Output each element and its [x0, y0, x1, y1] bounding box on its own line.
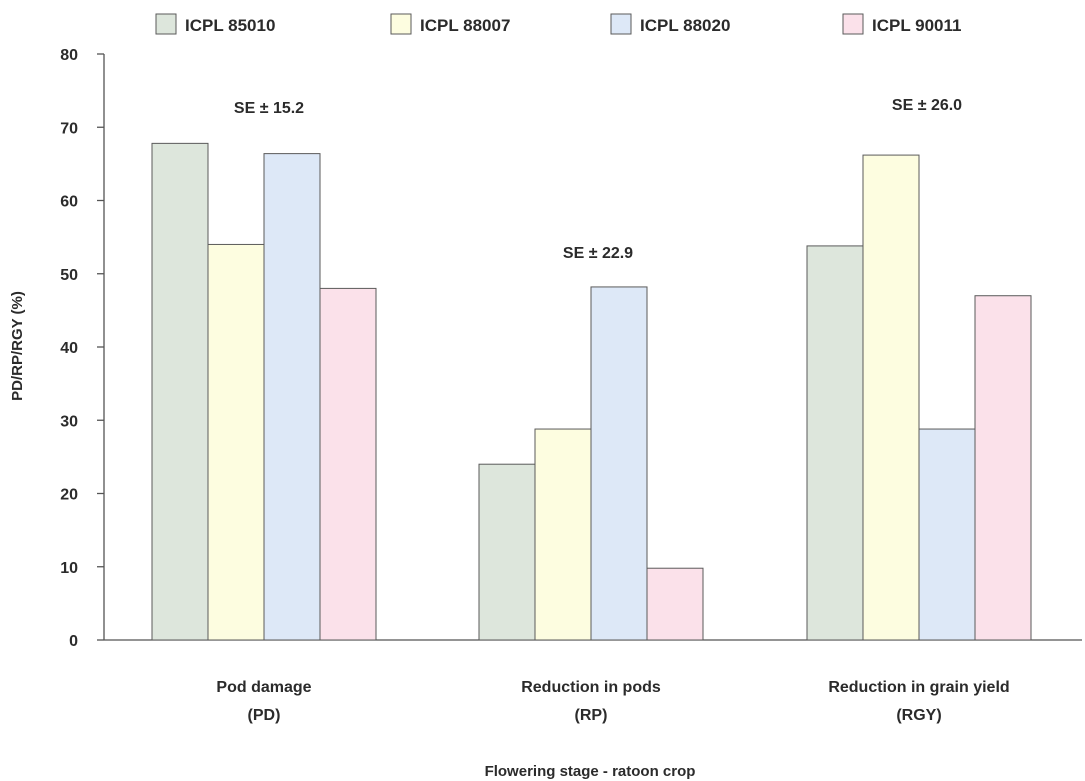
- bar-0-0: [151, 142, 209, 641]
- y-axis-title: PD/RP/RGY (%): [9, 291, 26, 401]
- bar-2-1: [862, 154, 920, 641]
- y-tick-label: 60: [60, 194, 78, 211]
- legend-label: ICPL 88020: [640, 16, 730, 35]
- bar-0-1: [207, 243, 265, 641]
- legend-swatch: [390, 13, 412, 35]
- legend-swatch: [842, 13, 864, 35]
- x-category-label: Pod damage: [216, 679, 311, 696]
- bar-2-2: [918, 428, 976, 641]
- bar-1-3: [646, 567, 704, 641]
- legend-label: ICPL 90011: [872, 16, 961, 35]
- x-axis: Pod damage (PD) Reduction in pods (RP) Reduc…: [104, 639, 1082, 724]
- legend-label: ICPL 88007: [420, 16, 510, 35]
- y-tick-label: 30: [60, 413, 78, 430]
- legend-swatch: [155, 13, 177, 35]
- bar-0-2: [263, 153, 321, 641]
- y-tick-label: 40: [60, 340, 78, 357]
- se-annotation: SE ± 15.2: [234, 100, 304, 117]
- x-axis-title: Flowering stage - ratoon crop: [485, 763, 696, 780]
- x-category-sublabel: (PD): [248, 707, 281, 724]
- bar-0-3: [319, 287, 377, 641]
- legend: ICPL 85010 ICPL 88007 ICPL 88020 ICPL 90011: [155, 13, 961, 35]
- y-tick-label: 20: [60, 487, 78, 504]
- legend-swatch: [610, 13, 632, 35]
- x-category-label: Reduction in grain yield: [828, 679, 1009, 696]
- y-tick-label: 50: [60, 267, 78, 284]
- y-tick-label: 0: [69, 633, 78, 650]
- bar-1-1: [534, 428, 592, 641]
- bar-2-0: [806, 245, 864, 641]
- se-annotation: SE ± 22.9: [563, 245, 633, 262]
- se-annotation: SE ± 26.0: [892, 97, 962, 114]
- y-tick-label: 70: [60, 120, 78, 137]
- y-tick-label: 80: [60, 47, 78, 64]
- y-tick-label: 10: [60, 560, 78, 577]
- x-category-label: Reduction in pods: [521, 679, 661, 696]
- y-axis: 0 10 20 30 40 50 60 70 80: [60, 47, 105, 650]
- bar-1-0: [478, 463, 536, 641]
- x-category-sublabel: (RGY): [896, 707, 941, 724]
- x-category-sublabel: (RP): [575, 707, 608, 724]
- legend-label: ICPL 85010: [185, 16, 275, 35]
- annotations: SE ± 15.2 SE ± 22.9 SE ± 26.0: [234, 97, 962, 262]
- bar-1-2: [590, 286, 648, 641]
- bar-2-3: [974, 295, 1032, 641]
- bars: [151, 142, 1032, 641]
